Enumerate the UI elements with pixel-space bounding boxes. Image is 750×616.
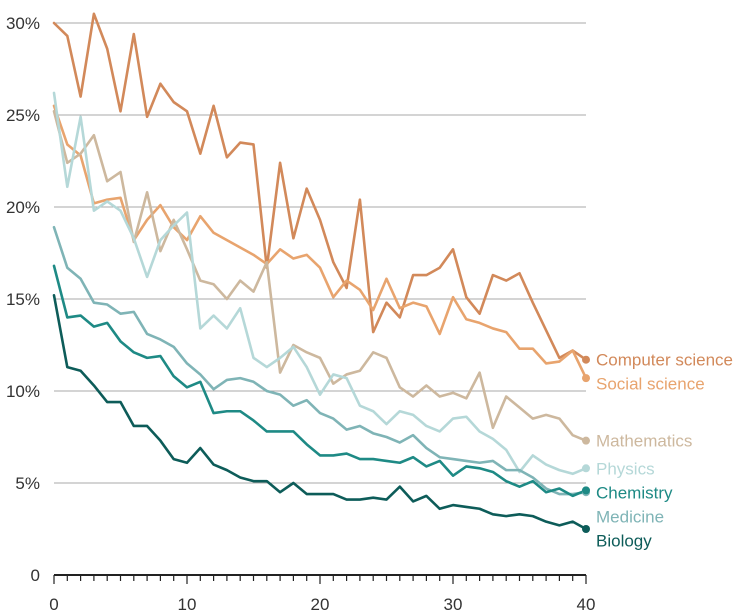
biology-line xyxy=(52,294,588,531)
x-tick-label: 0 xyxy=(49,595,58,614)
y-tick-label: 10% xyxy=(6,382,40,401)
mathematics-label: Mathematics xyxy=(596,432,692,451)
social-science-line xyxy=(52,104,588,380)
series-end-markers xyxy=(582,355,590,533)
series-lines xyxy=(52,12,588,531)
x-tick-label: 20 xyxy=(311,595,330,614)
biology-label: Biology xyxy=(596,531,652,550)
x-axis: 0 10 20 30 40 xyxy=(49,574,596,614)
y-tick-label: 30% xyxy=(6,14,40,33)
social-science-end-marker xyxy=(582,374,590,383)
physics-label: Physics xyxy=(596,459,655,478)
series-labels: Computer science Social science Mathematic… xyxy=(596,351,733,551)
y-tick-label: 20% xyxy=(6,198,40,217)
medicine-line xyxy=(52,225,588,496)
x-tick-label: 30 xyxy=(444,595,463,614)
y-tick-label: 5% xyxy=(15,474,40,493)
y-tick-label: 15% xyxy=(6,290,40,309)
y-axis-tick-labels: 0 5% 10% 15% 20% 25% 30% xyxy=(6,14,40,585)
chemistry-end-marker xyxy=(582,486,590,495)
medicine-label: Medicine xyxy=(596,507,664,526)
y-tick-label: 25% xyxy=(6,106,40,125)
y-tick-label: 0 xyxy=(31,566,40,585)
chemistry-line xyxy=(52,264,588,498)
physics-line xyxy=(52,91,588,476)
physics-end-marker xyxy=(582,464,590,473)
computer-science-label: Computer science xyxy=(596,351,733,370)
chemistry-label: Chemistry xyxy=(596,483,673,502)
social-science-label: Social science xyxy=(596,375,705,394)
biology-end-marker xyxy=(582,525,590,533)
computer-science-line xyxy=(52,12,588,362)
mathematics-end-marker xyxy=(582,436,590,445)
mathematics-line xyxy=(52,110,588,442)
x-tick-label: 10 xyxy=(178,595,197,614)
computer-science-end-marker xyxy=(582,355,590,364)
x-tick-label: 40 xyxy=(577,595,596,614)
